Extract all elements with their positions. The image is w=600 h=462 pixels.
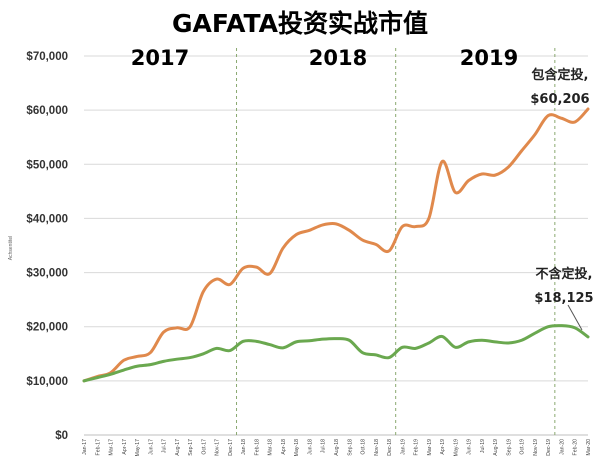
year-label-2019: 2019 (460, 46, 518, 70)
y-tick-label: $40,000 (26, 213, 68, 225)
y-tick-label: $60,000 (26, 105, 68, 117)
series-line-0 (82, 107, 590, 383)
y-tick-label: $30,000 (26, 268, 68, 280)
x-tick-label: Dec-19 (546, 439, 552, 456)
x-tick-label: Apr-18 (281, 439, 287, 455)
x-tick-label: Feb-19 (414, 439, 420, 456)
x-tick-label: Sep-17 (188, 439, 194, 456)
y-tick-label: $0 (55, 430, 68, 442)
series-line-1 (82, 324, 590, 383)
x-tick-label: Mar-17 (109, 439, 115, 456)
annotation-series-1-value: $18,125 (534, 291, 593, 306)
x-tick-label: Aug-19 (493, 439, 499, 456)
y-tick-label: $20,000 (26, 322, 68, 334)
y-tick-label: $50,000 (26, 159, 68, 171)
x-tick-label: Jul-18 (321, 439, 327, 453)
x-tick-label: Jan-19 (400, 439, 406, 455)
x-tick-label: Dec-18 (387, 439, 393, 456)
x-tick-label: Dec-17 (228, 439, 234, 456)
series-lines (82, 107, 590, 383)
x-tick-label: Aug-17 (175, 439, 181, 456)
annotation-pointer (567, 304, 583, 331)
y-axis-label: Achsentitel (8, 236, 14, 260)
x-tick-label: Feb-17 (95, 439, 101, 456)
year-label-2017: 2017 (131, 46, 189, 70)
x-tick-label: Sep-18 (347, 439, 353, 456)
x-tick-label: Feb-18 (254, 439, 260, 456)
annotation-series-1-label: 不含定投, (536, 266, 593, 282)
x-tick-label: Apr-19 (440, 439, 446, 455)
y-tick-label: $70,000 (26, 51, 68, 63)
x-tick-label: Nov-19 (533, 439, 539, 456)
grid-lines (84, 55, 588, 436)
x-tick-label: Jun-17 (148, 439, 154, 455)
x-tick-label: Jan-20 (559, 439, 565, 455)
x-tick-label: Mar-20 (586, 439, 592, 456)
x-tick-label: Sep-19 (506, 439, 512, 456)
x-tick-label: Oct-19 (520, 439, 526, 455)
x-tick-label: Oct-18 (361, 439, 367, 455)
x-tick-label: Nov-18 (374, 439, 380, 456)
x-tick-label: May-19 (453, 439, 459, 456)
year-label-2018: 2018 (309, 46, 367, 70)
x-tick-label: Nov-17 (215, 439, 221, 456)
x-tick-label: Mar-19 (427, 439, 433, 456)
x-tick-label: Feb-20 (573, 439, 579, 456)
annotation-series-0-value: $60,206 (530, 92, 589, 107)
y-axis-ticks: $0 $10,000 $20,000 $30,000 $40,000 $50,000 $60… (26, 51, 68, 442)
x-tick-label: Oct-17 (201, 439, 207, 455)
x-tick-label: May-18 (294, 439, 300, 456)
x-tick-label: Jul-19 (480, 439, 486, 453)
x-tick-label: Jan-18 (241, 439, 247, 455)
x-tick-label: Aug-18 (334, 439, 340, 456)
x-axis-ticks: Jan-17 Feb-17 Mar-17 Apr-17 May-17 Jun-17 Jul-… (82, 439, 592, 456)
x-tick-label: Jul-17 (162, 439, 168, 453)
x-tick-label: Jan-17 (82, 439, 88, 455)
y-tick-label: $10,000 (26, 376, 68, 388)
x-tick-label: Jun-18 (307, 439, 313, 455)
x-tick-label: Jun-19 (467, 439, 473, 455)
x-tick-label: May-17 (135, 439, 141, 456)
x-tick-label: Apr-17 (122, 439, 128, 455)
x-tick-label: Mar-18 (268, 439, 274, 456)
chart-title: GAFATA投资实战市值 (172, 9, 428, 38)
annotation-series-0-label: 包含定投, (532, 67, 589, 83)
